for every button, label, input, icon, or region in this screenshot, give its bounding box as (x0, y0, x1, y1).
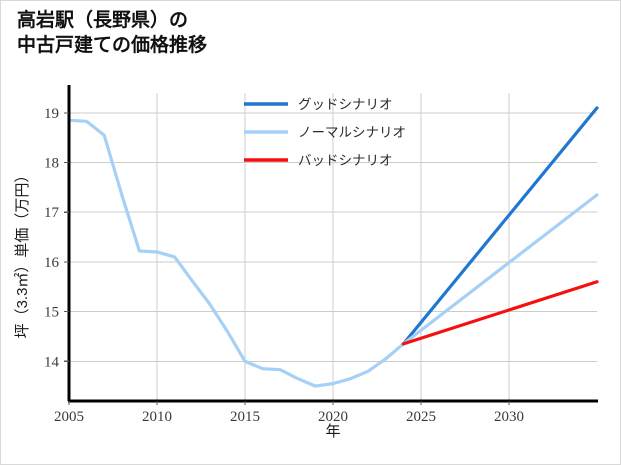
x-tick-label: 2010 (142, 409, 172, 425)
x-axis-ticks: 2005 2010 2015 2020 2025 2030 (54, 401, 524, 425)
y-tick-label: 17 (44, 205, 60, 221)
x-tick-label: 2020 (318, 409, 348, 425)
legend-label: バッドシナリオ (298, 153, 393, 168)
x-tick-label: 2025 (406, 409, 436, 425)
series-line (401, 280, 599, 346)
vertical-gridlines (68, 93, 510, 401)
y-tick-label: 16 (44, 255, 60, 271)
title-line-1: 高岩駅（長野県）の (17, 10, 189, 31)
page-title: 高岩駅（長野県）の 中古戸建ての価格推移 (17, 9, 207, 58)
series-lines (67, 106, 599, 388)
legend-label: ノーマルシナリオ (298, 125, 406, 140)
legend-label: グッドシナリオ (298, 97, 393, 112)
y-tick-label: 15 (44, 305, 59, 321)
x-tick-label: 2005 (54, 409, 84, 425)
y-tick-label: 18 (44, 156, 59, 172)
y-axis-ticks: 14 15 16 17 18 19 (44, 106, 69, 370)
y-tick-label: 19 (44, 106, 59, 122)
x-axis-label: 年 (325, 423, 340, 440)
title-line-2: 中古戸建ての価格推移 (17, 34, 208, 56)
series-line (401, 193, 599, 346)
series-line (67, 118, 405, 388)
y-tick-label: 14 (44, 354, 60, 370)
x-tick-label: 2015 (230, 409, 260, 425)
x-tick-label: 2030 (494, 409, 524, 425)
series-line (401, 106, 599, 346)
y-axis-label: 坪（3.3㎡）単価（万円） (14, 168, 31, 339)
